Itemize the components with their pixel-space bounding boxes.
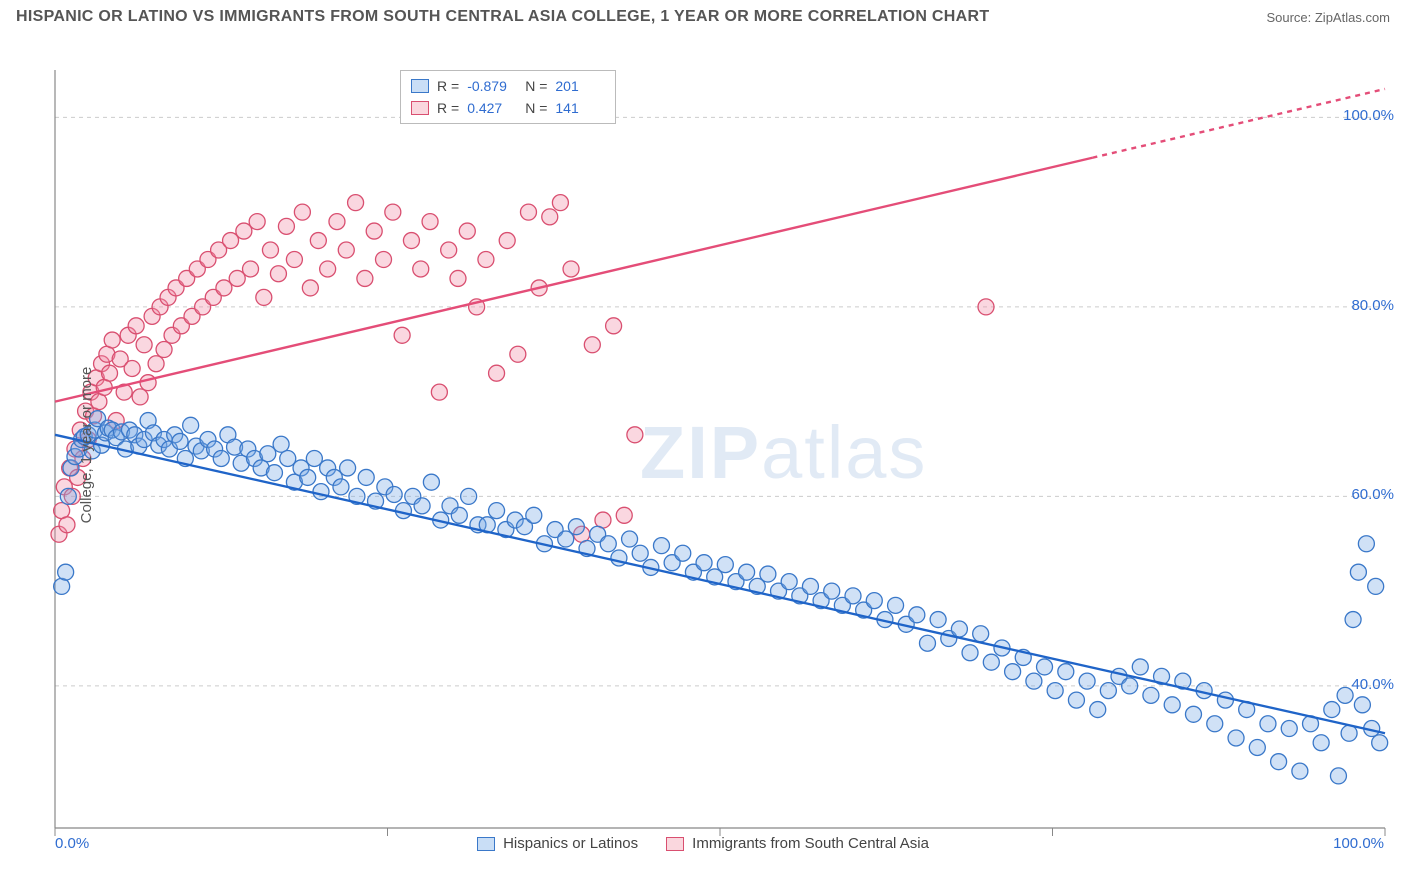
chart-area: College, 1 year or more ZIPatlas R = -0.… <box>0 30 1406 860</box>
source-label: Source: ZipAtlas.com <box>1266 10 1390 25</box>
n-value: 201 <box>555 78 605 94</box>
swatch-icon <box>477 837 495 851</box>
legend-item-blue: Hispanics or Latinos <box>477 835 638 852</box>
stats-row-blue: R = -0.879 N = 201 <box>411 75 605 97</box>
swatch-icon <box>666 837 684 851</box>
legend-item-pink: Immigrants from South Central Asia <box>666 835 929 852</box>
n-label: N = <box>525 78 547 94</box>
legend-label: Hispanics or Latinos <box>503 835 638 852</box>
r-label: R = <box>437 100 459 116</box>
bottom-legend: Hispanics or Latinos Immigrants from Sou… <box>0 835 1406 852</box>
y-tick-40: 40.0% <box>1351 676 1394 693</box>
swatch-icon <box>411 101 429 115</box>
y-tick-80: 80.0% <box>1351 297 1394 314</box>
r-value: 0.427 <box>467 100 517 116</box>
legend-label: Immigrants from South Central Asia <box>692 835 929 852</box>
chart-title: HISPANIC OR LATINO VS IMMIGRANTS FROM SO… <box>16 8 989 26</box>
n-label: N = <box>525 100 547 116</box>
y-axis-label: College, 1 year or more <box>78 367 95 524</box>
r-value: -0.879 <box>467 78 517 94</box>
r-label: R = <box>437 78 459 94</box>
correlation-stats-box: R = -0.879 N = 201 R = 0.427 N = 141 <box>400 70 616 124</box>
n-value: 141 <box>555 100 605 116</box>
stats-row-pink: R = 0.427 N = 141 <box>411 97 605 119</box>
scatter-plot-svg <box>0 30 1406 860</box>
swatch-icon <box>411 79 429 93</box>
y-tick-60: 60.0% <box>1351 486 1394 503</box>
y-tick-100: 100.0% <box>1343 107 1394 124</box>
